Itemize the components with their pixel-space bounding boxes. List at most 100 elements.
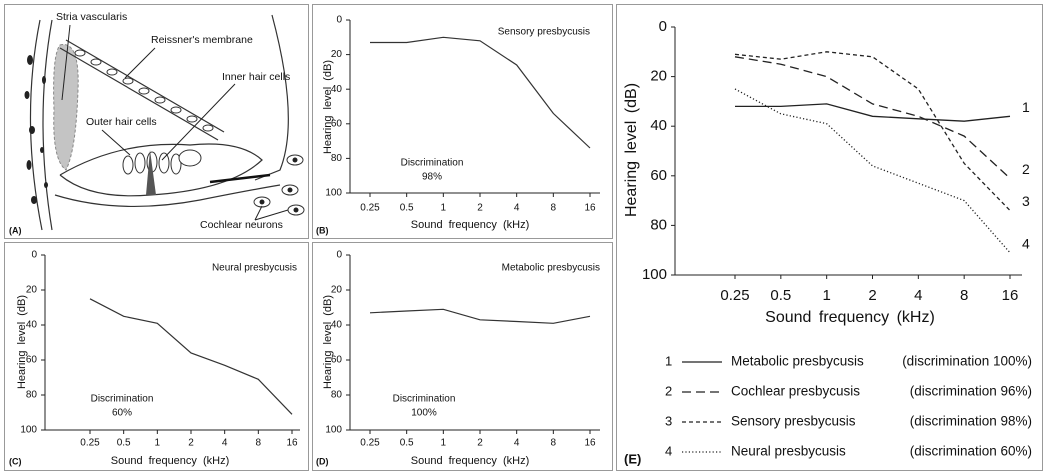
label-outer-hair: Outer hair cells <box>86 116 157 128</box>
annotation: 100% <box>411 408 437 419</box>
line-end-label: 4 <box>1022 235 1030 251</box>
x-tick-label: 0.25 <box>360 203 380 214</box>
y-tick-label: 80 <box>331 153 343 164</box>
data-line <box>734 51 1011 211</box>
x-axis-label: Sound frequency (kHz) <box>411 455 530 467</box>
x-tick-label: 2 <box>477 203 483 214</box>
x-tick-label: 16 <box>286 438 298 449</box>
y-axis-label: Hearing level (dB) <box>322 60 334 154</box>
legend-note: (discrimination 60%) <box>910 444 1032 459</box>
legend-note: (discrimination 96%) <box>910 384 1032 399</box>
y-tick-label: 0 <box>336 15 342 26</box>
chart-title: Sensory presbycusis <box>498 27 590 38</box>
data-line <box>734 56 1011 179</box>
y-axis-label: Hearing level (dB) <box>16 295 28 389</box>
legend-name: Cochlear presbycusis <box>731 384 860 399</box>
label-neurons: Cochlear neurons <box>200 219 283 231</box>
y-tick-label: 60 <box>650 167 667 184</box>
x-tick-label: 0.5 <box>400 438 414 449</box>
x-tick-label: 4 <box>222 438 228 449</box>
y-tick-label: 40 <box>331 320 343 331</box>
label-stria: Stria vascularis <box>56 11 127 23</box>
x-axis-label: Sound frequency (kHz) <box>765 309 935 326</box>
line-end-label: 2 <box>1022 161 1030 177</box>
bone-dots <box>24 55 48 204</box>
y-tick-label: 100 <box>642 266 667 283</box>
x-tick-label: 1 <box>441 203 447 214</box>
y-tick-label: 80 <box>650 216 667 233</box>
y-tick-label: 60 <box>331 355 343 366</box>
legend-note: (discrimination 98%) <box>910 414 1032 429</box>
line-end-label: 3 <box>1022 193 1030 209</box>
y-tick-label: 80 <box>331 390 343 401</box>
panel-label: (A) <box>9 225 22 235</box>
y-tick-label: 40 <box>26 320 38 331</box>
x-tick-label: 16 <box>1002 287 1019 304</box>
x-tick-label: 2 <box>868 287 876 304</box>
y-tick-label: 40 <box>650 117 667 134</box>
x-tick-label: 2 <box>188 438 194 449</box>
panel-label: (C) <box>9 456 22 466</box>
y-tick-label: 60 <box>26 355 38 366</box>
legend-name: Metabolic presbycusis <box>731 354 864 369</box>
data-line <box>370 36 591 149</box>
x-tick-label: 16 <box>584 438 596 449</box>
x-tick-label: 8 <box>960 287 968 304</box>
x-axis-label: Sound frequency (kHz) <box>111 455 230 467</box>
legend-name: Sensory presbycusis <box>731 414 856 429</box>
panel-e <box>616 4 1043 471</box>
membrane-cells <box>74 49 214 132</box>
pointer-lines <box>61 24 289 221</box>
chart-title: Neural presbycusis <box>212 263 297 274</box>
panel-label: (E) <box>624 451 641 466</box>
x-axis-label: Sound frequency (kHz) <box>411 219 530 231</box>
panel-label: (D) <box>316 456 329 466</box>
x-tick-label: 1 <box>822 287 830 304</box>
x-tick-label: 16 <box>584 203 596 214</box>
y-tick-label: 20 <box>26 285 38 296</box>
x-tick-label: 1 <box>441 438 447 449</box>
y-tick-label: 0 <box>336 250 342 261</box>
x-tick-label: 0.5 <box>400 203 414 214</box>
x-tick-label: 0.25 <box>360 438 380 449</box>
data-line <box>369 308 591 324</box>
annotation: 60% <box>112 408 132 419</box>
y-tick-label: 0 <box>659 18 667 35</box>
x-tick-label: 8 <box>551 203 557 214</box>
y-tick-label: 20 <box>331 285 343 296</box>
y-tick-label: 40 <box>331 84 343 95</box>
y-tick-label: 100 <box>20 425 37 436</box>
x-tick-label: 8 <box>551 438 557 449</box>
y-tick-label: 100 <box>325 188 342 199</box>
x-tick-label: 0.5 <box>770 287 791 304</box>
chart-title: Metabolic presbycusis <box>502 263 600 274</box>
y-tick-label: 60 <box>331 118 343 129</box>
label-reissner: Reissner's membrane <box>151 34 253 46</box>
line-end-label: 1 <box>1022 99 1030 115</box>
y-axis-label: Hearing level (dB) <box>322 295 334 389</box>
data-line <box>89 298 293 415</box>
x-tick-label: 4 <box>514 203 520 214</box>
legend-number: 2 <box>665 383 672 398</box>
legend-number: 3 <box>665 413 672 428</box>
x-tick-label: 0.25 <box>720 287 749 304</box>
cochlea-diagram: Stria vascularis Reissner's membrane Inn… <box>9 11 305 235</box>
y-tick-label: 20 <box>650 68 667 85</box>
x-tick-label: 2 <box>477 438 483 449</box>
panel-label: (B) <box>316 225 329 235</box>
annotation: Discrimination <box>91 394 154 405</box>
x-tick-label: 4 <box>914 287 922 304</box>
data-line <box>734 88 1011 254</box>
annotation: Discrimination <box>401 158 464 169</box>
panel-c <box>4 242 309 471</box>
x-tick-label: 1 <box>155 438 161 449</box>
legend-note: (discrimination 100%) <box>902 354 1032 369</box>
y-tick-label: 20 <box>331 49 343 60</box>
panel-d <box>312 242 613 471</box>
y-axis-label: Hearing level (dB) <box>623 83 640 217</box>
x-tick-label: 0.25 <box>80 438 100 449</box>
y-tick-label: 0 <box>31 250 37 261</box>
x-tick-label: 4 <box>514 438 520 449</box>
neurons <box>253 154 305 216</box>
